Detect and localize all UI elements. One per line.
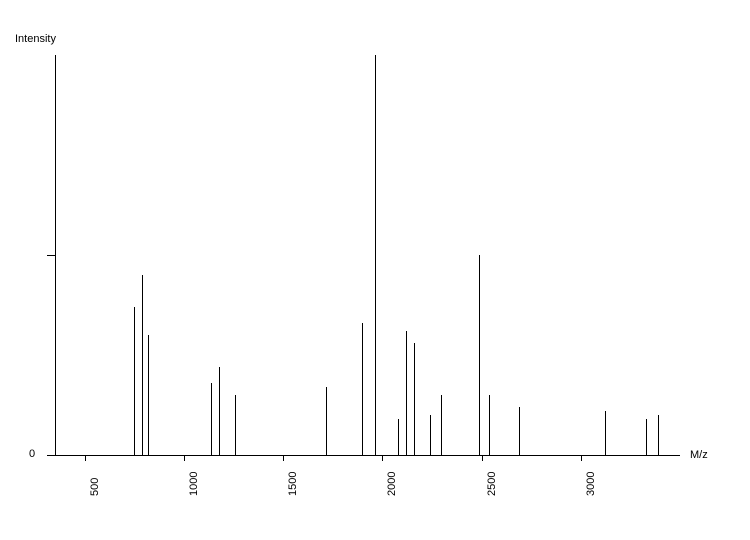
x-tick-label: 2000 (386, 472, 398, 496)
spectrum-peak (375, 55, 376, 455)
spectrum-peak (134, 307, 135, 455)
x-tick-label: 2500 (486, 472, 498, 496)
y-tick (47, 455, 55, 456)
y-axis-title: Intensity (15, 33, 56, 45)
x-tick (382, 455, 383, 461)
x-tick (85, 455, 86, 461)
spectrum-peak (489, 395, 490, 455)
spectrum-peak (235, 395, 236, 455)
x-tick (184, 455, 185, 461)
spectrum-peak (406, 331, 407, 455)
x-tick-label: 1500 (287, 472, 299, 496)
x-axis-title: M/z (690, 449, 708, 461)
x-axis (55, 455, 680, 456)
mass-spectrum-chart: Intensity M/z 0 500 1000 1500 2000 2500 3000 (0, 0, 750, 540)
y-tick (47, 255, 55, 256)
spectrum-peak (441, 395, 442, 455)
x-tick (283, 455, 284, 461)
spectrum-peak (646, 419, 647, 455)
spectrum-peak (211, 383, 212, 455)
spectrum-peak (479, 255, 480, 455)
spectrum-peak (142, 275, 143, 455)
spectrum-peak (430, 415, 431, 455)
spectrum-peak (519, 407, 520, 455)
y-tick-label: 0 (29, 448, 35, 460)
spectrum-peak (658, 415, 659, 455)
x-tick-label: 1000 (188, 472, 200, 496)
spectrum-peak (326, 387, 327, 455)
spectrum-peak (219, 367, 220, 455)
y-axis (55, 55, 56, 455)
x-tick (581, 455, 582, 461)
x-tick (482, 455, 483, 461)
x-tick-label: 500 (89, 478, 101, 496)
spectrum-peak (605, 411, 606, 455)
spectrum-peak (362, 323, 363, 455)
spectrum-peak (148, 335, 149, 455)
spectrum-peak (414, 343, 415, 455)
x-tick-label: 3000 (585, 472, 597, 496)
spectrum-peak (398, 419, 399, 455)
